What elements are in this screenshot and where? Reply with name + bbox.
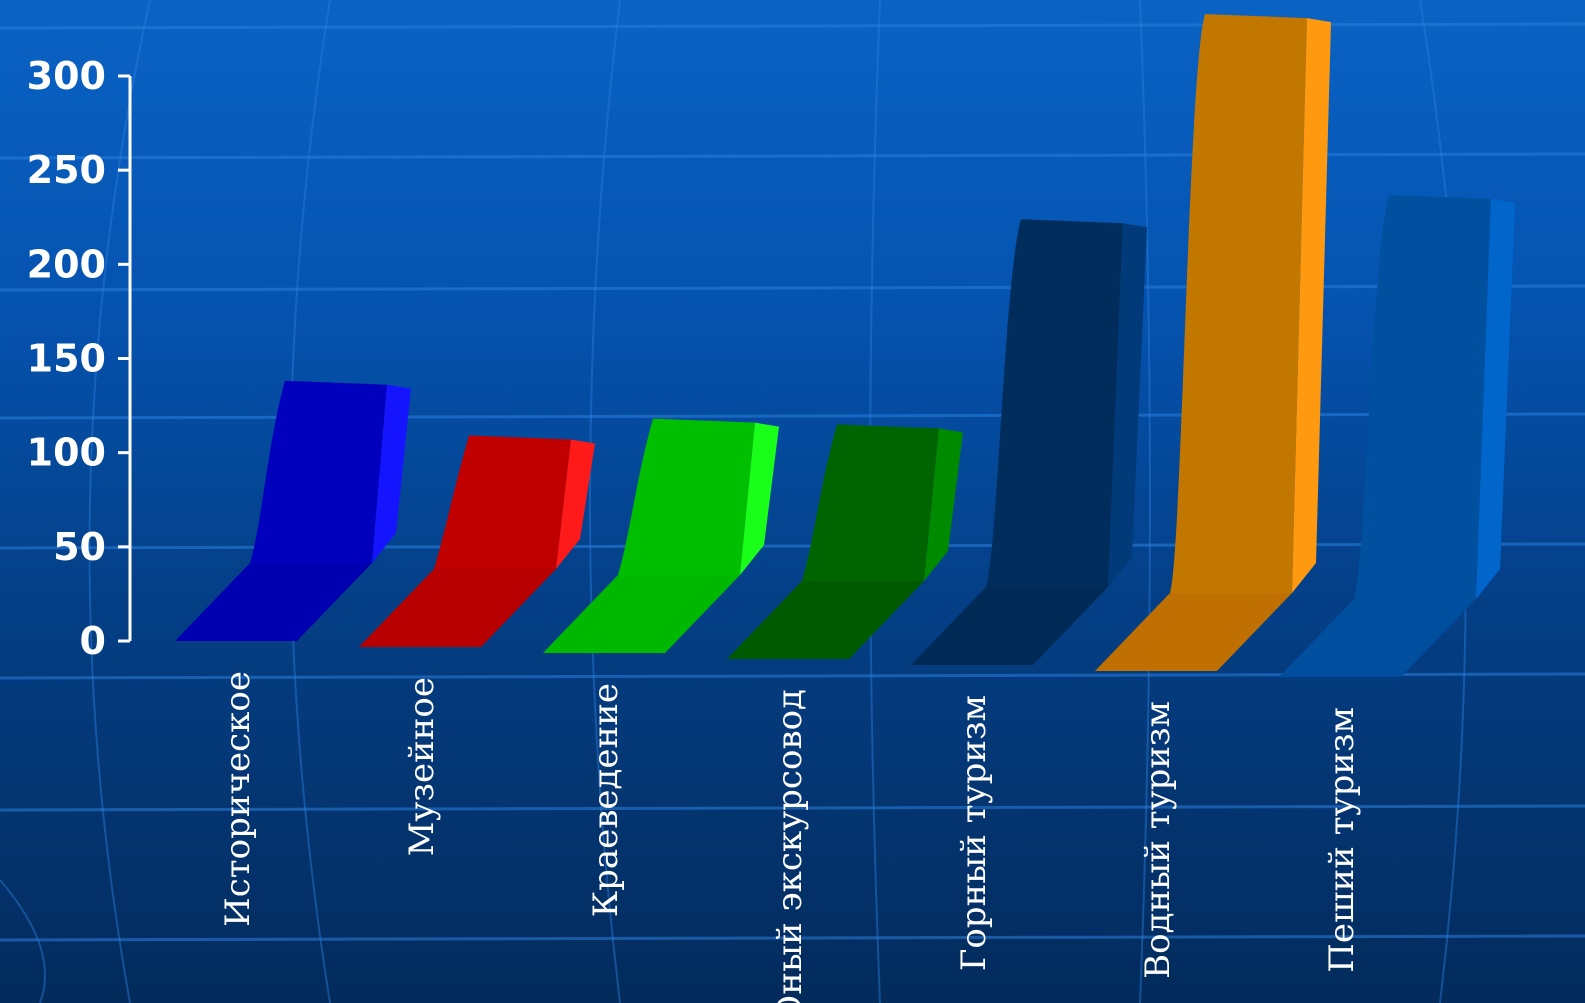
x-tick-label: Водный туризм xyxy=(1138,701,1178,979)
bar-floor xyxy=(543,575,740,653)
x-tick-label: Пеший туризм xyxy=(1322,707,1362,973)
y-tick-label: 200 xyxy=(27,242,106,286)
x-tick-label: Юный экскурсовод xyxy=(770,689,810,1003)
grid-line-curved xyxy=(0,879,46,1003)
bar-front xyxy=(434,435,571,569)
bar-floor xyxy=(175,563,372,641)
y-tick-label: 250 xyxy=(27,148,106,192)
y-tick-label: 50 xyxy=(53,525,106,569)
x-tick-label: Музейное xyxy=(402,677,442,856)
x-tick-label: Горный туризм xyxy=(954,695,994,971)
bar-side xyxy=(1108,223,1147,587)
bar-floor xyxy=(1095,593,1292,671)
grid-line-curved xyxy=(1139,0,1151,1003)
grid-line-horizontal xyxy=(0,284,1585,292)
grid-line-horizontal xyxy=(0,804,1585,812)
grid-line-horizontal xyxy=(0,934,1585,942)
grid-line-curved xyxy=(88,0,151,1003)
y-tick-label: 300 xyxy=(27,54,106,98)
bar-floor xyxy=(359,569,556,647)
x-axis-labels: Историческое Музейное Краеведение Юный экск… xyxy=(218,671,1362,1003)
bar-floor xyxy=(727,581,924,659)
bar-side xyxy=(740,422,779,575)
bar-front xyxy=(1354,195,1491,599)
bar-side xyxy=(1476,199,1515,599)
y-tick-label: 100 xyxy=(27,431,106,475)
bar-side xyxy=(372,384,411,563)
x-tick-label: Краеведение xyxy=(586,683,626,917)
grid-line-horizontal xyxy=(0,152,1585,160)
bar-floor xyxy=(1279,599,1476,677)
bar-front xyxy=(618,418,755,575)
bar-front xyxy=(1170,14,1307,594)
bar-floor xyxy=(911,587,1108,665)
grid-line-horizontal xyxy=(0,542,1585,550)
bar-side xyxy=(1292,18,1331,594)
grid-line-horizontal xyxy=(0,22,1585,30)
grid-line-horizontal xyxy=(0,412,1585,420)
x-tick-label: Историческое xyxy=(218,671,258,927)
bar-front xyxy=(802,424,939,581)
y-tick-label: 150 xyxy=(27,337,106,381)
y-tick-label: 0 xyxy=(80,619,106,663)
grid-line-curved xyxy=(589,0,621,1003)
y-axis: 0 50 100 150 200 250 300 xyxy=(27,54,132,663)
bar-front xyxy=(986,219,1123,587)
bar-side xyxy=(924,428,963,581)
bars xyxy=(175,14,1515,677)
bar-side xyxy=(556,439,595,569)
bar-front xyxy=(250,380,387,563)
